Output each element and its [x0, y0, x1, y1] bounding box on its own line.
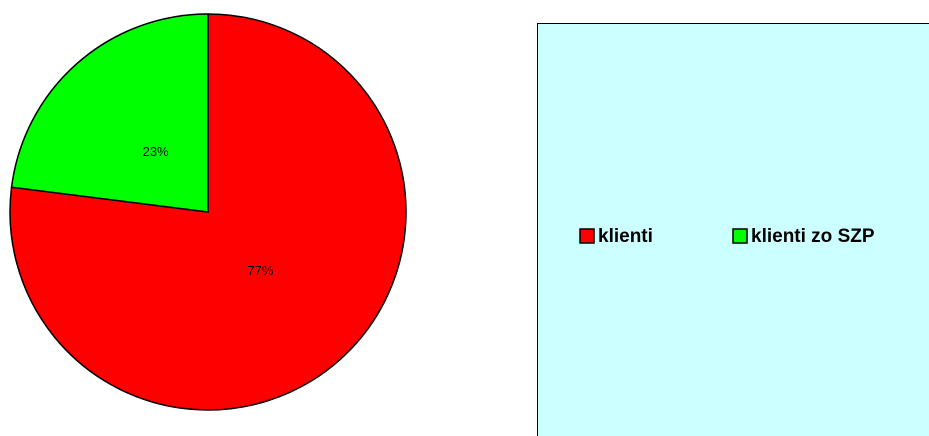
legend-label: klienti zo SZP — [751, 226, 875, 247]
slice-label: 23% — [143, 144, 169, 159]
pie-slice — [10, 13, 209, 213]
legend-swatch — [732, 228, 748, 244]
slice-label: 77% — [247, 263, 273, 278]
legend-label: klienti — [598, 226, 653, 247]
legend-swatch — [579, 228, 595, 244]
pie-slice — [9, 13, 407, 411]
